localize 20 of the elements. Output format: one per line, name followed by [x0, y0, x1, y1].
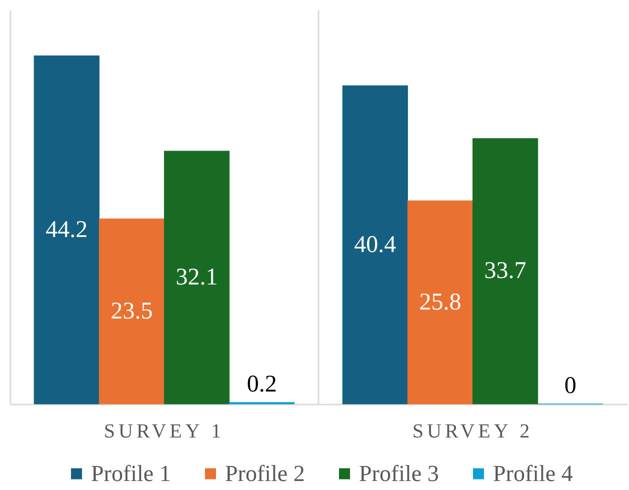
data-label: 44.2 [46, 216, 88, 243]
legend-label: Profile 1 [91, 460, 171, 486]
bar [34, 55, 100, 404]
legend-label: Profile 4 [493, 460, 574, 486]
data-label: 0.2 [246, 371, 277, 398]
bar [98, 218, 164, 404]
bar [407, 200, 473, 404]
data-label: 32.1 [176, 264, 218, 291]
x-tick-label: SURVEY 1 [104, 420, 225, 442]
bar [342, 85, 408, 404]
x-tick-label: SURVEY 2 [412, 420, 534, 442]
data-label: 33.7 [484, 258, 526, 284]
data-label: 40.4 [354, 232, 396, 258]
data-label: 23.5 [110, 298, 153, 324]
bar [164, 150, 230, 404]
data-label: 0 [564, 373, 576, 399]
bar [472, 138, 538, 404]
data-label: 25.8 [419, 289, 462, 316]
legend-label: Profile 3 [359, 460, 439, 486]
legend-label: Profile 2 [225, 460, 305, 486]
